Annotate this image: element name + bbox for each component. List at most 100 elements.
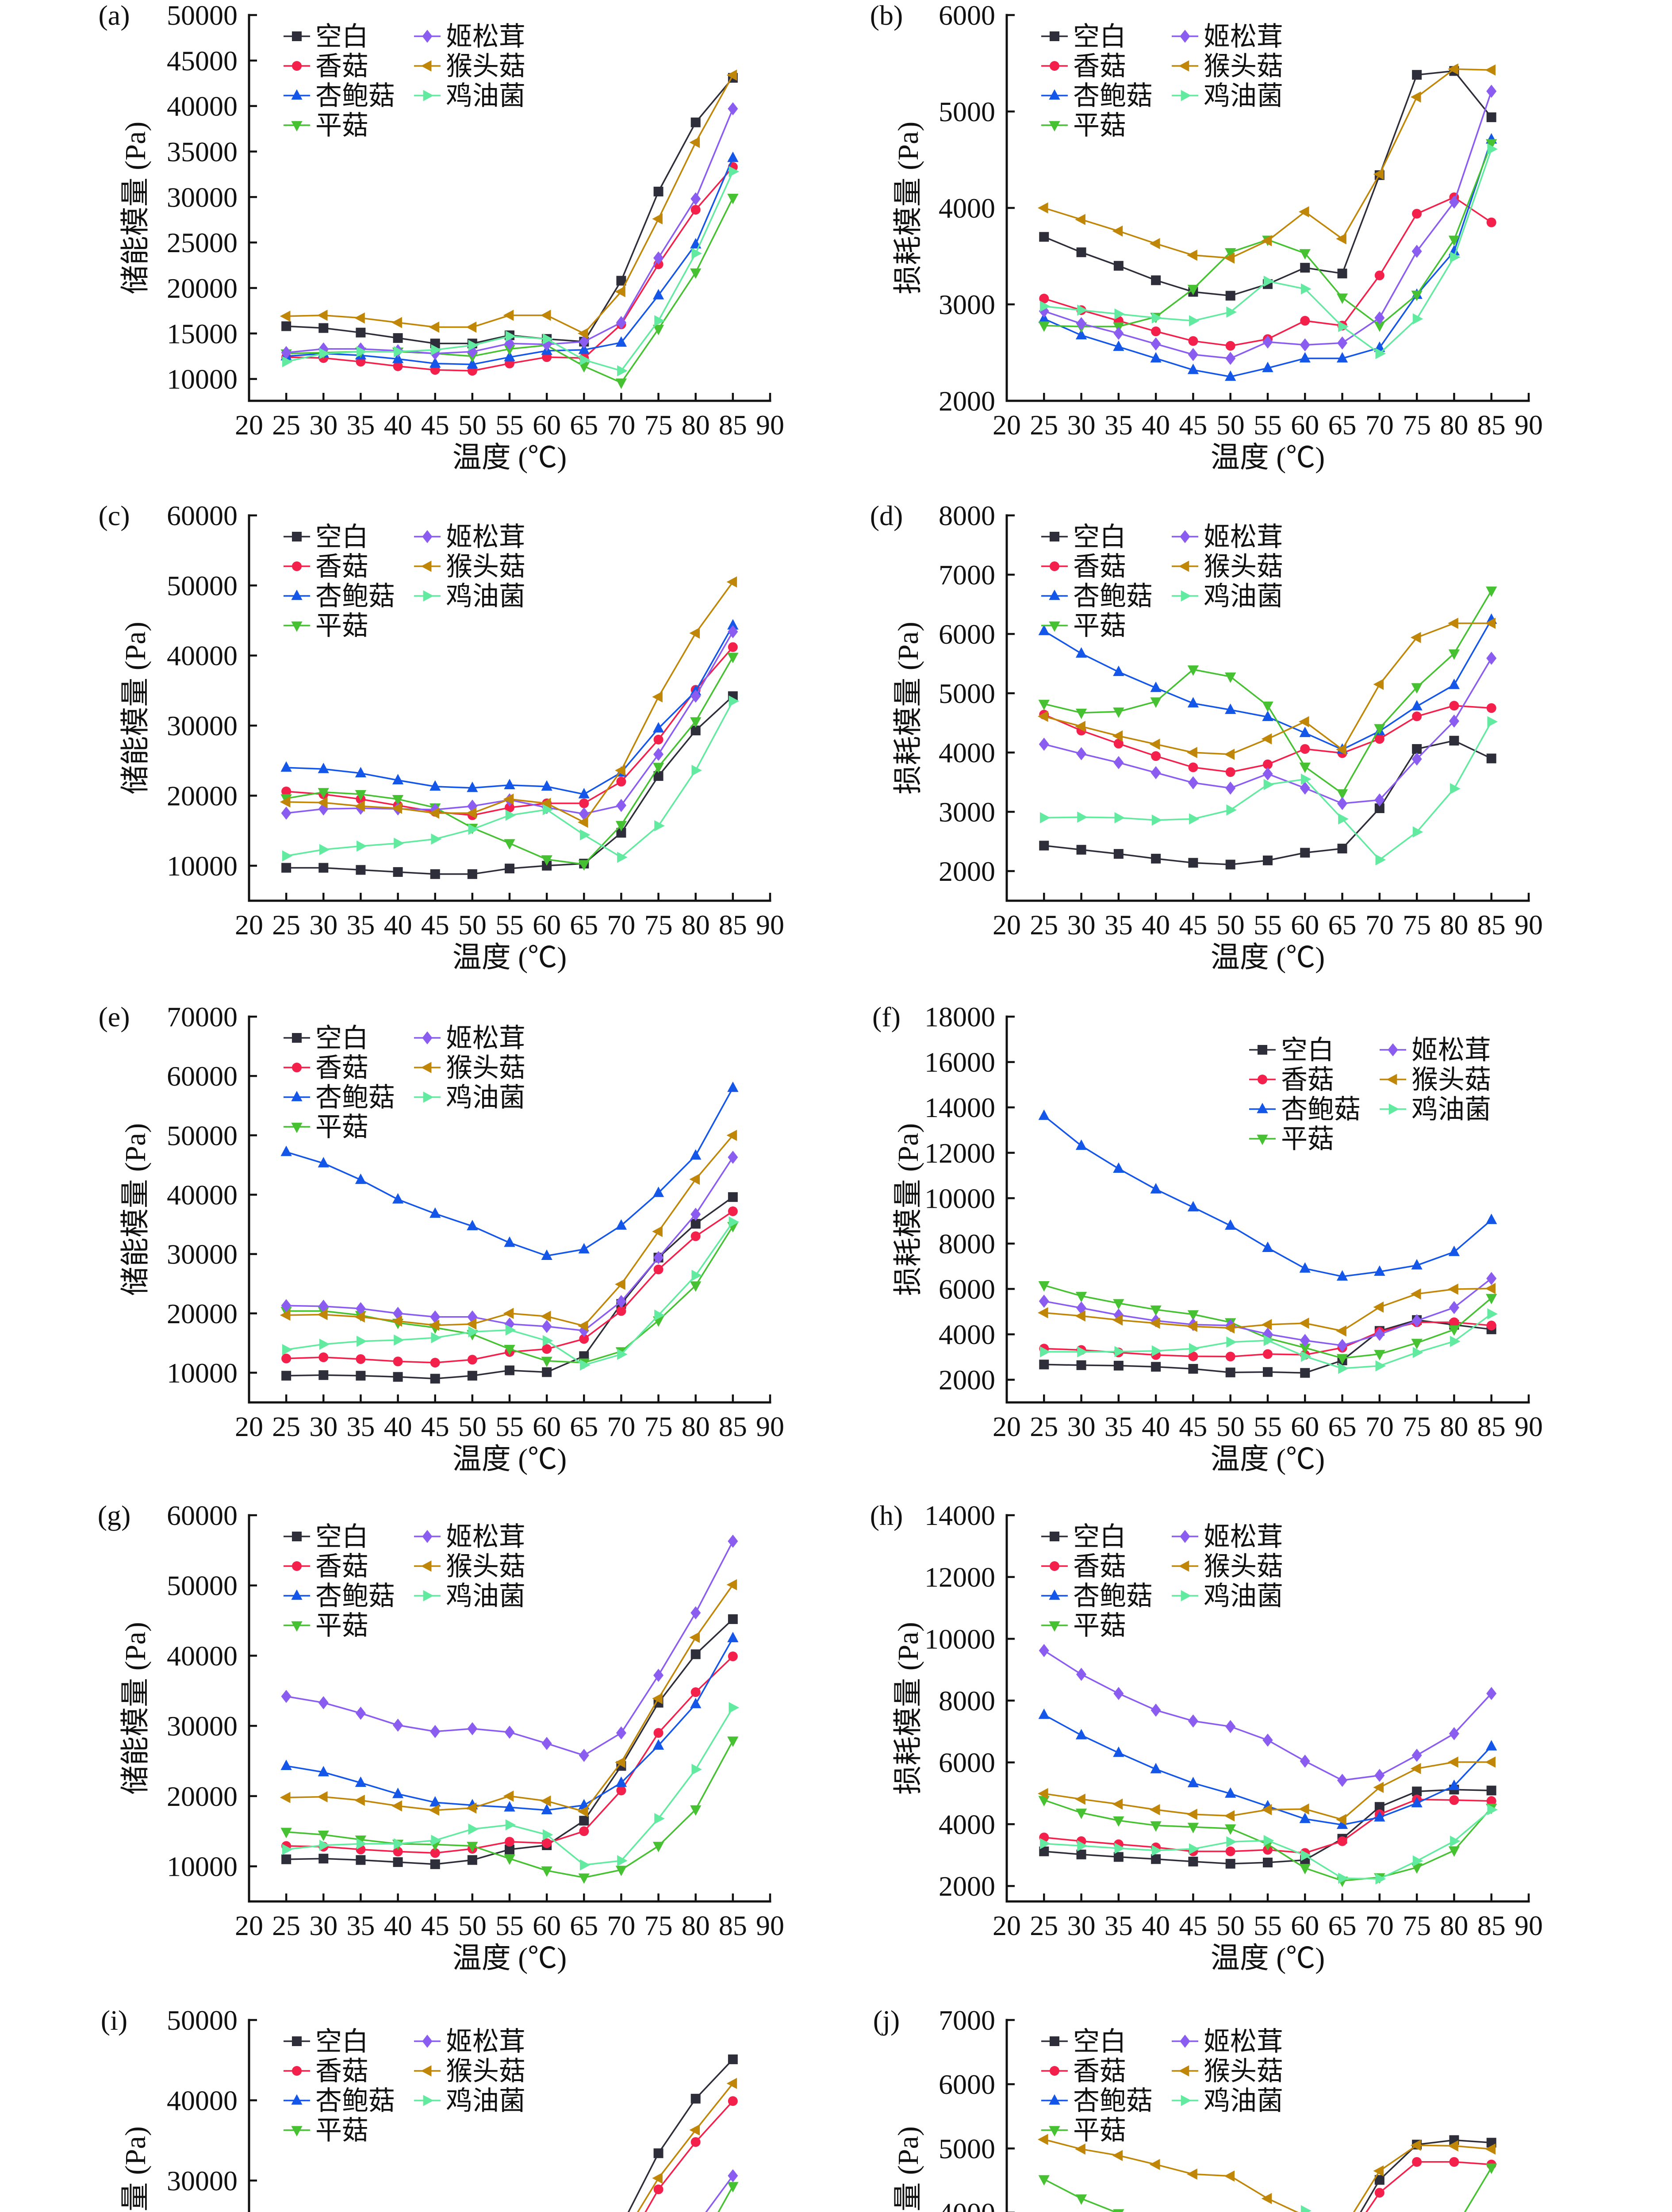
series-6 xyxy=(1039,716,1498,866)
x-tick-label: 75 xyxy=(1403,409,1431,441)
x-tick-label: 25 xyxy=(1030,909,1058,941)
data-point xyxy=(1375,1360,1386,1372)
data-point xyxy=(1224,749,1235,760)
data-point xyxy=(1149,2159,1160,2170)
data-point xyxy=(542,804,553,815)
data-point xyxy=(505,864,514,874)
x-tick-label: 45 xyxy=(1179,909,1207,941)
y-axis-title: 储能模量 (Pa) xyxy=(119,2126,152,2212)
data-point xyxy=(1261,1804,1272,1816)
data-point xyxy=(1261,1319,1272,1330)
legend-label: 香菇 xyxy=(315,552,368,581)
data-point xyxy=(391,1315,402,1327)
legend-label: 空白 xyxy=(315,1522,368,1551)
data-point xyxy=(354,312,365,324)
legend-label: 平菇 xyxy=(315,611,368,641)
data-point xyxy=(1300,848,1310,858)
x-tick-label: 65 xyxy=(570,409,598,441)
axes: 10000 15000 20000 25000 30000 35000 40000 45000… xyxy=(167,0,784,441)
data-point xyxy=(1150,1703,1161,1717)
legend-label: 猴头菇 xyxy=(1204,552,1283,581)
data-point xyxy=(615,286,625,297)
data-point xyxy=(357,1336,367,1347)
data-point xyxy=(1263,855,1273,865)
legend-marker-icon xyxy=(422,530,433,543)
data-point xyxy=(1448,1245,1460,1256)
chart-panel-b: (b) 2000 3000 4000 5000 6000 20 25 30 35 40 45 50 55 6… xyxy=(870,0,1543,474)
legend-item: 杏鲍菇 xyxy=(284,1582,395,1611)
data-point xyxy=(1225,352,1236,365)
series-6 xyxy=(282,1702,740,1871)
data-point xyxy=(1450,783,1461,795)
series-line xyxy=(717,2185,734,2212)
data-point xyxy=(1300,338,1310,352)
data-point xyxy=(1412,70,1422,80)
legend-label: 猴头菇 xyxy=(1204,2057,1283,2086)
legend-item: 姬松茸 xyxy=(1172,2027,1283,2056)
data-point xyxy=(392,795,404,806)
data-point xyxy=(1486,1294,1497,1305)
data-point xyxy=(1113,340,1124,351)
data-point xyxy=(579,807,589,821)
data-point xyxy=(615,1279,625,1290)
data-point xyxy=(1075,329,1087,340)
data-point xyxy=(1449,196,1459,209)
data-point xyxy=(1188,1364,1198,1374)
data-point xyxy=(1486,2163,1497,2174)
legend-marker-icon xyxy=(423,1091,434,1103)
data-point xyxy=(690,2093,701,2104)
data-point xyxy=(392,1193,404,1204)
legend-marker-icon xyxy=(291,1621,303,1632)
data-point xyxy=(1077,304,1088,316)
data-point xyxy=(1225,703,1236,714)
data-point xyxy=(1226,306,1237,318)
data-point xyxy=(1261,2193,1272,2204)
data-point xyxy=(1225,370,1236,381)
series-5 xyxy=(280,69,737,339)
data-point xyxy=(579,1826,589,1836)
data-point xyxy=(1448,1283,1458,1295)
x-tick-label: 30 xyxy=(309,409,337,441)
legend-label: 平菇 xyxy=(315,2116,368,2145)
data-point xyxy=(1224,1810,1235,1822)
data-point xyxy=(1150,681,1162,692)
data-point xyxy=(1336,293,1348,304)
data-point xyxy=(1374,803,1384,813)
y-tick-label: 14000 xyxy=(924,1092,995,1123)
data-point xyxy=(1112,1798,1123,1810)
legend-label: 空白 xyxy=(315,1024,368,1053)
legend-marker-icon xyxy=(423,590,434,602)
data-point xyxy=(728,1206,738,1217)
x-tick-label: 80 xyxy=(1440,409,1468,441)
data-point xyxy=(690,1281,702,1292)
x-tick-label: 90 xyxy=(1515,1910,1543,1941)
legend-item: 杏鲍菇 xyxy=(1249,1095,1361,1124)
data-point xyxy=(504,1854,515,1865)
x-tick-label: 75 xyxy=(1403,1910,1431,1941)
data-point xyxy=(579,798,589,808)
data-point xyxy=(1486,1321,1496,1331)
data-point xyxy=(1150,766,1161,780)
data-point xyxy=(689,627,700,639)
y-tick-label: 5000 xyxy=(939,678,995,709)
x-tick-label: 55 xyxy=(495,1910,524,1941)
data-point xyxy=(431,833,441,845)
data-point xyxy=(1150,1183,1162,1194)
data-point xyxy=(1113,1299,1124,1310)
data-point xyxy=(1224,2170,1235,2182)
data-point xyxy=(357,840,367,852)
data-point xyxy=(1299,1864,1311,1874)
data-point xyxy=(1075,2194,1087,2205)
data-point xyxy=(391,803,402,814)
legend-item: 姬松茸 xyxy=(414,1522,525,1551)
x-tick-label: 65 xyxy=(570,1411,598,1442)
series-0 xyxy=(281,1614,738,1869)
data-point xyxy=(1039,300,1051,312)
data-point xyxy=(1225,1219,1236,1230)
data-point xyxy=(1075,1729,1087,1740)
data-point xyxy=(1410,1288,1421,1300)
series-4 xyxy=(281,1151,738,1337)
x-tick-label: 45 xyxy=(1179,1910,1207,1941)
panel-label: (h) xyxy=(870,1500,903,1531)
